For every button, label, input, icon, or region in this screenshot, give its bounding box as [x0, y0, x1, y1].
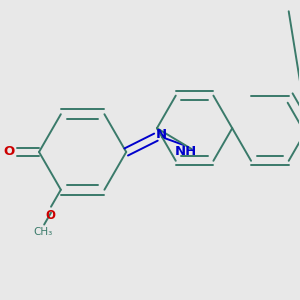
Text: CH₃: CH₃ [34, 227, 53, 238]
Text: O: O [4, 146, 15, 158]
Text: N: N [155, 128, 167, 141]
Text: O: O [45, 209, 55, 222]
Text: NH: NH [175, 146, 197, 158]
